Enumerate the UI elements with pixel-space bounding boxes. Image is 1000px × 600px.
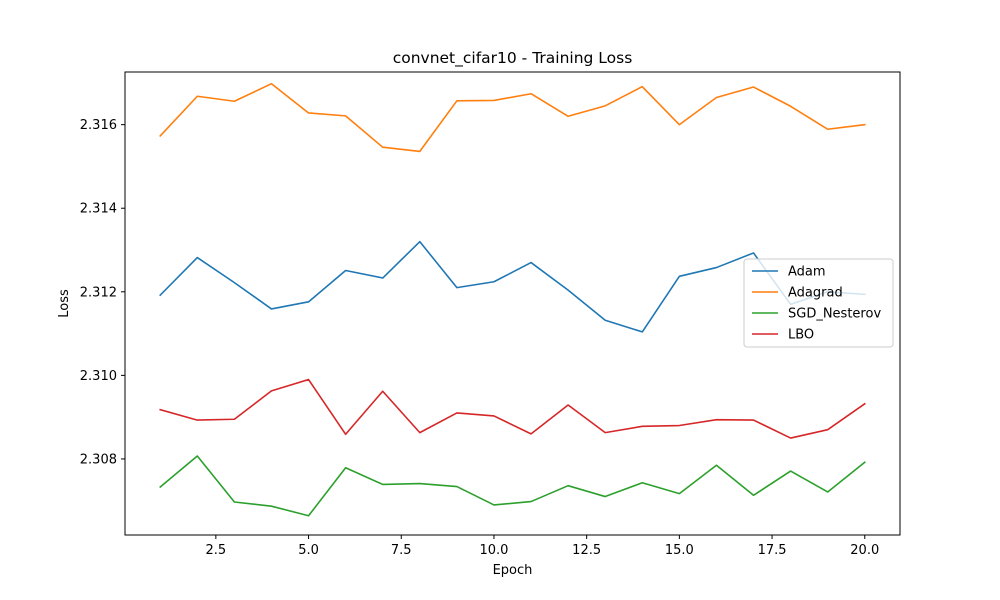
plot-area: 2.5 5.0 7.5 10.0 12.5 15.0 17.5 20.0 2.308 2.310 2… (80, 71, 901, 558)
y-tick-label: 2.312 (80, 285, 117, 300)
x-tick-label: 17.5 (758, 543, 787, 558)
y-axis-label: Loss (57, 289, 72, 318)
y-tick-label: 2.310 (80, 369, 117, 384)
x-tick-label: 20.0 (850, 543, 879, 558)
legend-label: Adam (788, 265, 826, 280)
y-tick-label: 2.316 (80, 118, 117, 133)
axes-frame (124, 71, 901, 536)
chart-title: convnet_cifar10 - Training Loss (393, 49, 633, 68)
x-tick-label: 10.0 (479, 543, 508, 558)
series-line-adagrad (159, 82, 866, 153)
x-tick-label: 5.0 (298, 543, 319, 558)
legend-label: LBO (788, 328, 814, 343)
x-axis-label: Epoch (493, 563, 533, 578)
x-tick-label: 15.0 (665, 543, 694, 558)
x-tick-label: 12.5 (572, 543, 601, 558)
legend-label: Adagrad (788, 286, 843, 301)
legend: Adam Adagrad SGD_Nesterov LBO (743, 258, 894, 348)
x-tick-label: 7.5 (391, 543, 412, 558)
y-tick-label: 2.314 (80, 202, 117, 217)
legend-label: SGD_Nesterov (788, 307, 881, 322)
series-line-lbo (159, 378, 866, 439)
y-tick-label: 2.308 (80, 452, 117, 467)
series-line-adam (159, 240, 866, 333)
legend-box (743, 258, 894, 348)
x-tick-label: 2.5 (206, 543, 227, 558)
series-line-sgd-nesterov (159, 455, 866, 517)
